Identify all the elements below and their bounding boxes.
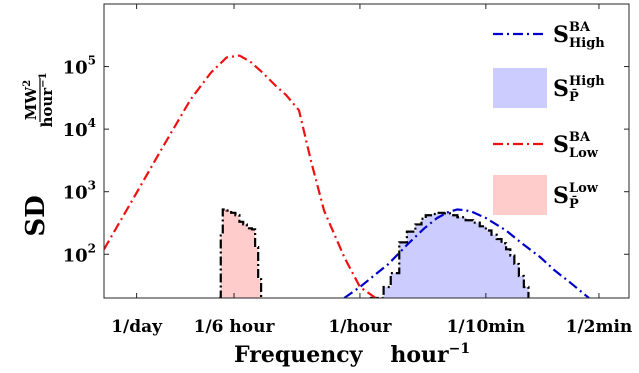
series-edge-p_high <box>369 211 530 298</box>
legend-label-sup: BA <box>569 130 591 145</box>
legend-label-sup: BA <box>569 20 591 35</box>
series-area-p_low <box>219 209 262 298</box>
y-tick-label: 102 <box>63 241 96 266</box>
y-axis-unit-numerator: MW2 <box>22 80 40 120</box>
x-tick-label: 1/2min <box>566 317 633 337</box>
legend-label: S <box>553 22 569 48</box>
legend-label-sup: High <box>569 74 605 89</box>
x-tick-label: 1/6 hour <box>194 317 276 337</box>
legend-label: S <box>553 183 569 209</box>
y-tick-label: 103 <box>63 179 96 204</box>
y-tick-label: 104 <box>63 116 96 141</box>
x-tick-label: 1/10min <box>447 317 526 337</box>
x-tick-label: 1/hour <box>328 317 392 337</box>
x-axis-title: Frequency hour−1 <box>234 341 470 368</box>
series-edge-p_low <box>219 208 263 298</box>
axis-layer: 1/day 1/6 hour 1/hour 1/10min 1/2min 102 103 10… <box>63 4 633 337</box>
legend-label-sub: Low <box>569 146 599 161</box>
legend-label: S <box>553 76 569 102</box>
y-tick-label: 105 <box>63 54 96 79</box>
legend-label-sub: P̄ <box>569 88 579 105</box>
y-axis-label: SD <box>21 195 51 236</box>
legend-swatch <box>493 68 547 108</box>
legend-label-sub: High <box>569 36 605 51</box>
y-axis-unit-denominator: hour−1 <box>38 72 56 127</box>
y-axis-title: SD MW2 hour−1 <box>21 72 56 236</box>
legend-label-sub: P̄ <box>569 195 579 212</box>
series-line-ba_low <box>104 54 377 298</box>
legend-swatch <box>493 175 547 215</box>
plot-frame <box>103 3 630 299</box>
y-axis-unit: MW2 hour−1 <box>22 72 56 127</box>
legend-label: S <box>553 132 569 158</box>
series-area-p_high <box>369 212 529 298</box>
series-layer <box>104 54 590 298</box>
legend-label-sup: Low <box>569 181 599 196</box>
plot-background <box>104 4 629 298</box>
x-tick-label: 1/day <box>111 317 163 337</box>
series-line-ba_high <box>343 208 590 298</box>
